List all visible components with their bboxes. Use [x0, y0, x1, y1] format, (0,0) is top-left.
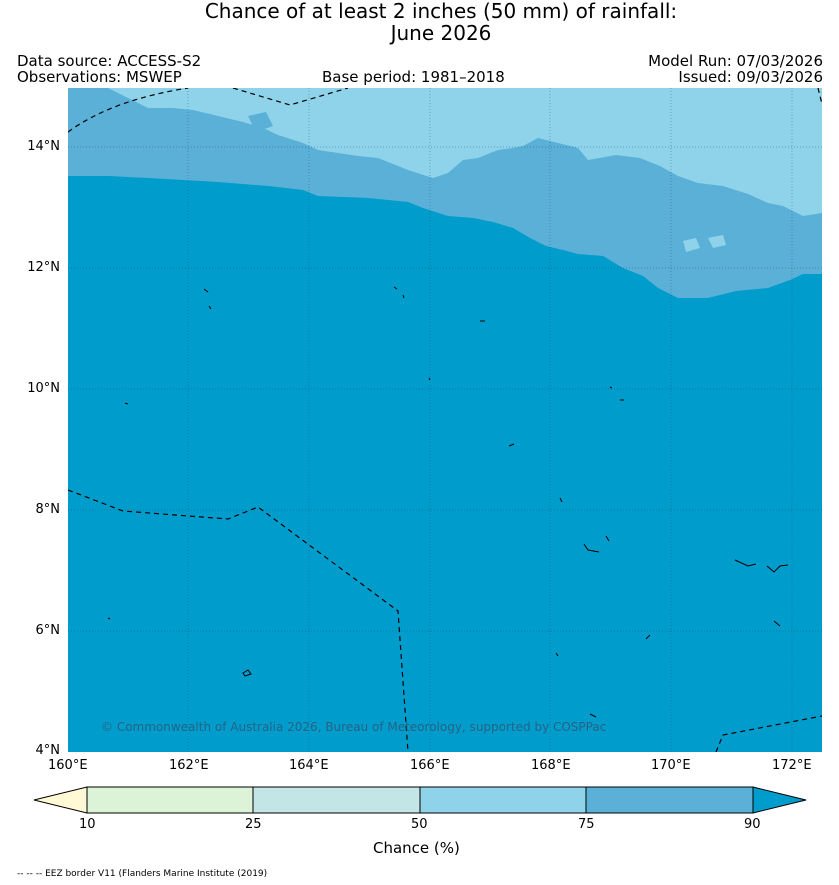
lat-label-6n: 6°N	[35, 623, 61, 638]
eez-footnote: -- -- -- EEZ border V11 (Flanders Marine…	[17, 869, 268, 879]
colorbar-segment-50-75	[419, 786, 587, 814]
colorbar-segment-above-90	[752, 786, 807, 814]
lat-label-14n: 14°N	[27, 139, 60, 154]
band-50-75-patch	[683, 238, 700, 252]
rainfall-map: © Commonwealth of Australia 2026, Bureau…	[68, 88, 822, 752]
lon-label-164e: 164°E	[289, 758, 329, 773]
lon-label-168e: 168°E	[531, 758, 571, 773]
colorbar	[33, 786, 807, 814]
lon-label-172e: 172°E	[772, 758, 812, 773]
lon-label-162e: 162°E	[169, 758, 209, 773]
lat-label-10n: 10°N	[27, 381, 60, 396]
colorbar-label: Chance (%)	[373, 839, 460, 857]
map-title-line2: June 2026	[390, 21, 492, 45]
issued-date: Issued: 09/03/2026	[678, 68, 823, 86]
islands	[107, 286, 789, 718]
colorbar-tick-50: 50	[411, 817, 428, 832]
colorbar-segment-below-10	[33, 786, 88, 814]
band-50-75-patch	[708, 235, 726, 248]
colorbar-tick-75: 75	[578, 817, 595, 832]
band-75-90-patch	[248, 112, 273, 132]
lat-label-12n: 12°N	[27, 260, 60, 275]
lon-label-166e: 166°E	[410, 758, 450, 773]
data-source: Data source: ACCESS-S2	[17, 52, 202, 70]
lon-label-170e: 170°E	[651, 758, 691, 773]
lon-label-160e: 160°E	[48, 758, 88, 773]
colorbar-tick-10: 10	[79, 817, 96, 832]
eez-border	[68, 88, 822, 752]
colorbar-tick-25: 25	[245, 817, 262, 832]
colorbar-segment-10-25	[86, 786, 254, 814]
colorbar-tick-90: 90	[744, 817, 761, 832]
model-run: Model Run: 07/03/2026	[648, 52, 823, 70]
observations: Observations: MSWEP	[17, 68, 182, 86]
lat-label-4n: 4°N	[35, 743, 61, 758]
map-title-line1: Chance of at least 2 inches (50 mm) of r…	[204, 0, 678, 23]
colorbar-segment-25-50	[252, 786, 421, 814]
band-75-90-patch	[68, 136, 98, 172]
colorbar-segment-75-90	[585, 786, 754, 814]
copyright-text: © Commonwealth of Australia 2026, Bureau…	[101, 720, 606, 734]
base-period: Base period: 1981–2018	[322, 68, 505, 86]
lat-label-8n: 8°N	[35, 502, 61, 517]
